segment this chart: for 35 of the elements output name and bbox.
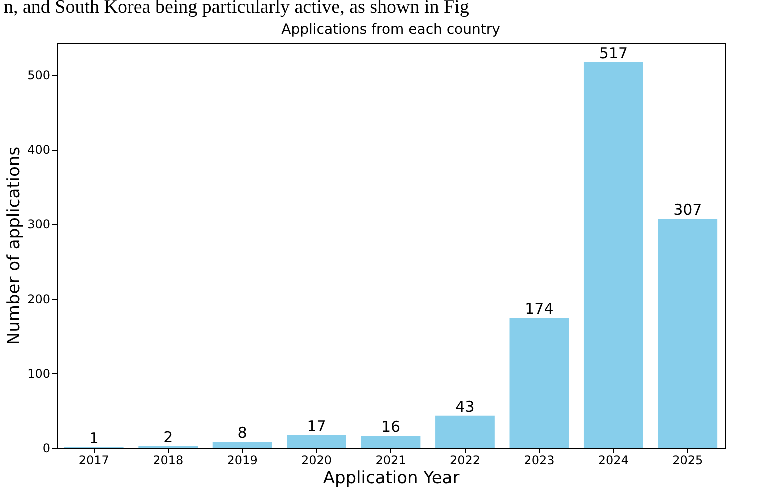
x-tick-label: 2020 [302,454,332,468]
x-tick-label: 2019 [227,454,258,468]
data-label: 17 [307,417,326,436]
x-tick-label: 2017 [78,454,110,468]
data-label: 8 [238,424,248,442]
data-label: 307 [674,201,702,220]
x-tick-label: 2024 [598,454,629,468]
y-tick-label: 500 [28,68,50,83]
x-axis-title: Application Year [323,468,460,488]
y-tick-label: 400 [28,143,50,158]
x-tick-label: 2018 [153,454,184,468]
text: n, and South Korea being particularly active, as shown in Fig [3,0,470,18]
data-label: 174 [525,300,554,318]
y-axis-title: Number of applications [4,146,25,346]
chart-title: Applications from each country [282,22,500,38]
bar [658,219,718,448]
bar [361,436,421,448]
data-label: 2 [164,428,174,447]
x-tick-label: 2022 [450,454,480,468]
y-tick-label: 300 [28,218,50,232]
y-tick-label: 0 [42,442,50,456]
data-label: 517 [599,44,628,62]
bar [584,62,644,448]
data-label: 43 [456,398,475,416]
bar [436,416,495,448]
bar [212,442,272,448]
bar [287,435,346,448]
y-tick-label: 200 [28,292,50,306]
x-tick-label: 2021 [376,454,406,468]
y-tick-label: 100 [28,366,50,381]
x-tick-label: 2023 [524,454,555,468]
data-label: 16 [381,418,401,436]
data-label: 1 [89,429,99,448]
bar [510,318,570,448]
x-tick-label: 2025 [672,454,704,468]
